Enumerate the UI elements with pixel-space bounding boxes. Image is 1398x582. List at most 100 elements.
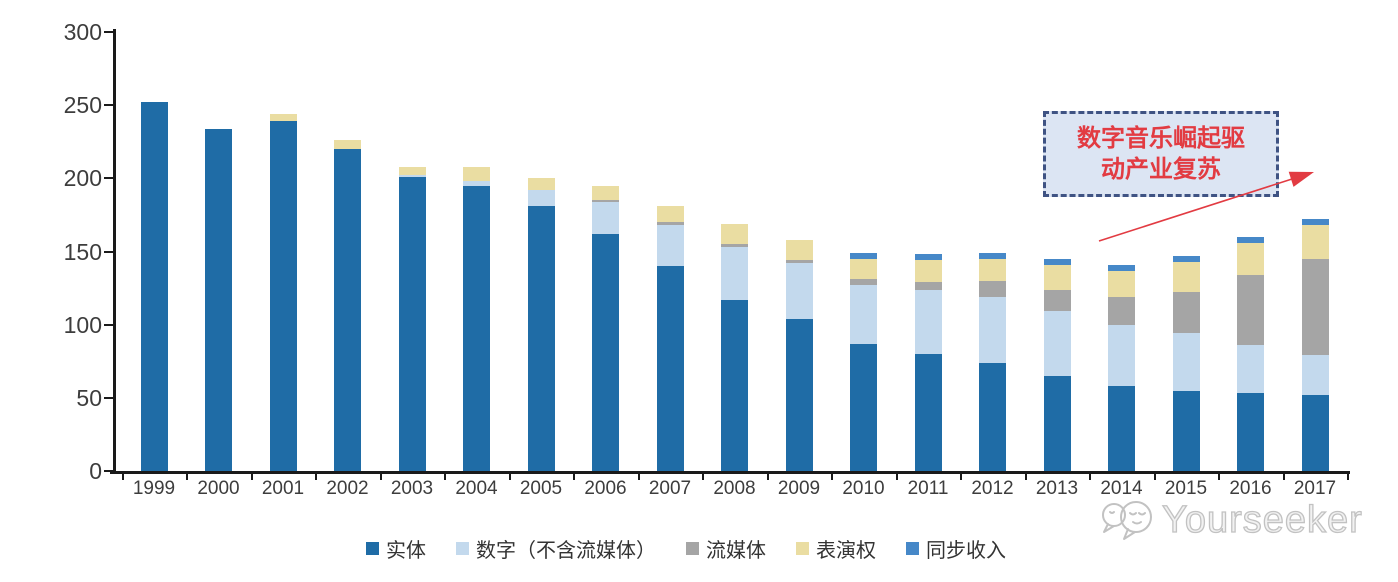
bar-segment-2000 xyxy=(205,129,232,471)
y-tick-label: 0 xyxy=(89,458,102,484)
legend-label: 流媒体 xyxy=(706,539,766,562)
annotation-text-line2: 动产业复苏 xyxy=(1101,156,1221,183)
x-tick-mark xyxy=(1218,471,1221,480)
y-tick-label: 150 xyxy=(63,238,102,265)
bar-segment-2009 xyxy=(785,240,813,260)
bar-segment-2008 xyxy=(721,224,748,244)
x-tick-mark xyxy=(1089,471,1092,480)
bar-segment-2005 xyxy=(527,178,555,190)
legend-label: 表演权 xyxy=(816,539,876,562)
legend-item-实体: 实体 xyxy=(366,534,426,563)
legend-item-表演权: 表演权 xyxy=(796,534,876,563)
bar-segment-2016 xyxy=(1237,275,1264,345)
bar-segment-2017 xyxy=(1301,355,1329,395)
bar-segment-2015 xyxy=(1172,256,1200,262)
x-label-2009: 2009 xyxy=(777,478,821,499)
bar-segment-2004 xyxy=(463,167,490,181)
y-tick-label: 50 xyxy=(76,384,102,411)
bar-segment-2003 xyxy=(398,175,426,177)
legend-swatch xyxy=(796,541,809,555)
bar-segment-2016 xyxy=(1237,243,1264,275)
x-tick-mark xyxy=(379,471,382,480)
bar-segment-2011 xyxy=(914,290,942,354)
bar-segment-2013 xyxy=(1043,376,1071,471)
x-tick-mark xyxy=(895,471,898,480)
bar-segment-2004 xyxy=(463,181,490,186)
bar-segment-2012 xyxy=(979,253,1006,259)
watermark-logo-icon xyxy=(1102,501,1152,540)
bar-segment-2012 xyxy=(979,259,1006,281)
bar-segment-2011 xyxy=(914,260,942,282)
bar-segment-2006 xyxy=(592,186,619,200)
bar-segment-2003 xyxy=(398,167,426,175)
bar-segment-2014 xyxy=(1108,271,1135,297)
bar-segment-2008 xyxy=(721,247,748,300)
x-label-2006: 2006 xyxy=(584,478,627,499)
x-label-2004: 2004 xyxy=(455,478,498,499)
bar-segment-2016 xyxy=(1237,237,1264,243)
x-label-2003: 2003 xyxy=(390,478,434,499)
bar-segment-2007 xyxy=(656,222,684,225)
y-tick-label: 200 xyxy=(63,165,102,192)
x-label-2014: 2014 xyxy=(1100,478,1143,499)
x-label-2005: 2005 xyxy=(519,478,563,499)
bar-segment-2016 xyxy=(1237,393,1264,471)
bar-segment-2011 xyxy=(914,254,942,260)
bar-segment-2013 xyxy=(1043,259,1071,265)
x-axis xyxy=(110,471,1350,474)
y-tick-mark xyxy=(104,31,114,33)
y-tick-label: 300 xyxy=(63,19,102,45)
x-tick-mark xyxy=(186,471,189,480)
bar-segment-2002 xyxy=(334,140,361,149)
y-tick-mark xyxy=(104,104,114,107)
bar-segment-2013 xyxy=(1043,265,1071,290)
x-label-2000: 2000 xyxy=(197,478,240,499)
watermark-text: Yourseeker xyxy=(1161,498,1363,541)
bar-segment-2013 xyxy=(1043,311,1071,376)
y-tick-mark xyxy=(104,323,114,326)
x-tick-mark xyxy=(702,471,705,480)
x-label-2010: 2010 xyxy=(842,478,885,499)
x-label-2017: 2017 xyxy=(1293,478,1337,499)
legend-label: 实体 xyxy=(386,539,426,562)
bar-segment-2015 xyxy=(1172,333,1200,391)
y-tick-mark xyxy=(104,250,114,253)
x-tick-mark xyxy=(960,471,963,480)
y-tick-mark xyxy=(104,470,114,472)
legend-item-数字（不含流媒体）: 数字（不含流媒体） xyxy=(456,534,656,563)
bar-segment-2005 xyxy=(527,190,555,206)
bar-segment-2002 xyxy=(334,149,361,471)
bar-segment-2006 xyxy=(592,202,619,234)
bar-segment-2012 xyxy=(979,363,1006,471)
bar-segment-2010 xyxy=(850,279,877,285)
x-tick-mark xyxy=(315,471,318,480)
x-label-2007: 2007 xyxy=(648,478,692,499)
x-tick-mark xyxy=(637,471,640,480)
legend-label: 数字（不含流媒体） xyxy=(476,539,656,562)
bar-segment-2010 xyxy=(850,344,877,471)
bar-segment-2012 xyxy=(979,297,1006,363)
x-label-2008: 2008 xyxy=(713,478,756,499)
x-label-2015: 2015 xyxy=(1164,478,1208,499)
bar-segment-2006 xyxy=(592,200,619,202)
bar-segment-2014 xyxy=(1108,325,1135,386)
bar-segment-2003 xyxy=(398,177,426,471)
legend-item-流媒体: 流媒体 xyxy=(686,534,766,563)
bar-segment-2010 xyxy=(850,259,877,279)
x-tick-mark xyxy=(766,471,769,480)
legend-swatch xyxy=(686,541,699,555)
annotation-callout: 数字音乐崛起驱 动产业复苏 xyxy=(1043,111,1279,197)
bar-segment-2014 xyxy=(1108,297,1135,325)
x-label-2001: 2001 xyxy=(261,478,305,499)
x-tick-mark xyxy=(573,471,576,480)
bar-segment-2009 xyxy=(785,263,813,319)
x-label-2012: 2012 xyxy=(971,478,1014,499)
bar-segment-2005 xyxy=(527,206,555,471)
bar-segment-2006 xyxy=(592,234,619,471)
x-label-2013: 2013 xyxy=(1035,478,1079,499)
y-axis xyxy=(113,29,116,474)
bar-segment-2011 xyxy=(914,354,942,471)
bar-segment-2009 xyxy=(785,260,813,263)
y-tick-label: 250 xyxy=(63,92,102,119)
bar-segment-2013 xyxy=(1043,290,1071,311)
